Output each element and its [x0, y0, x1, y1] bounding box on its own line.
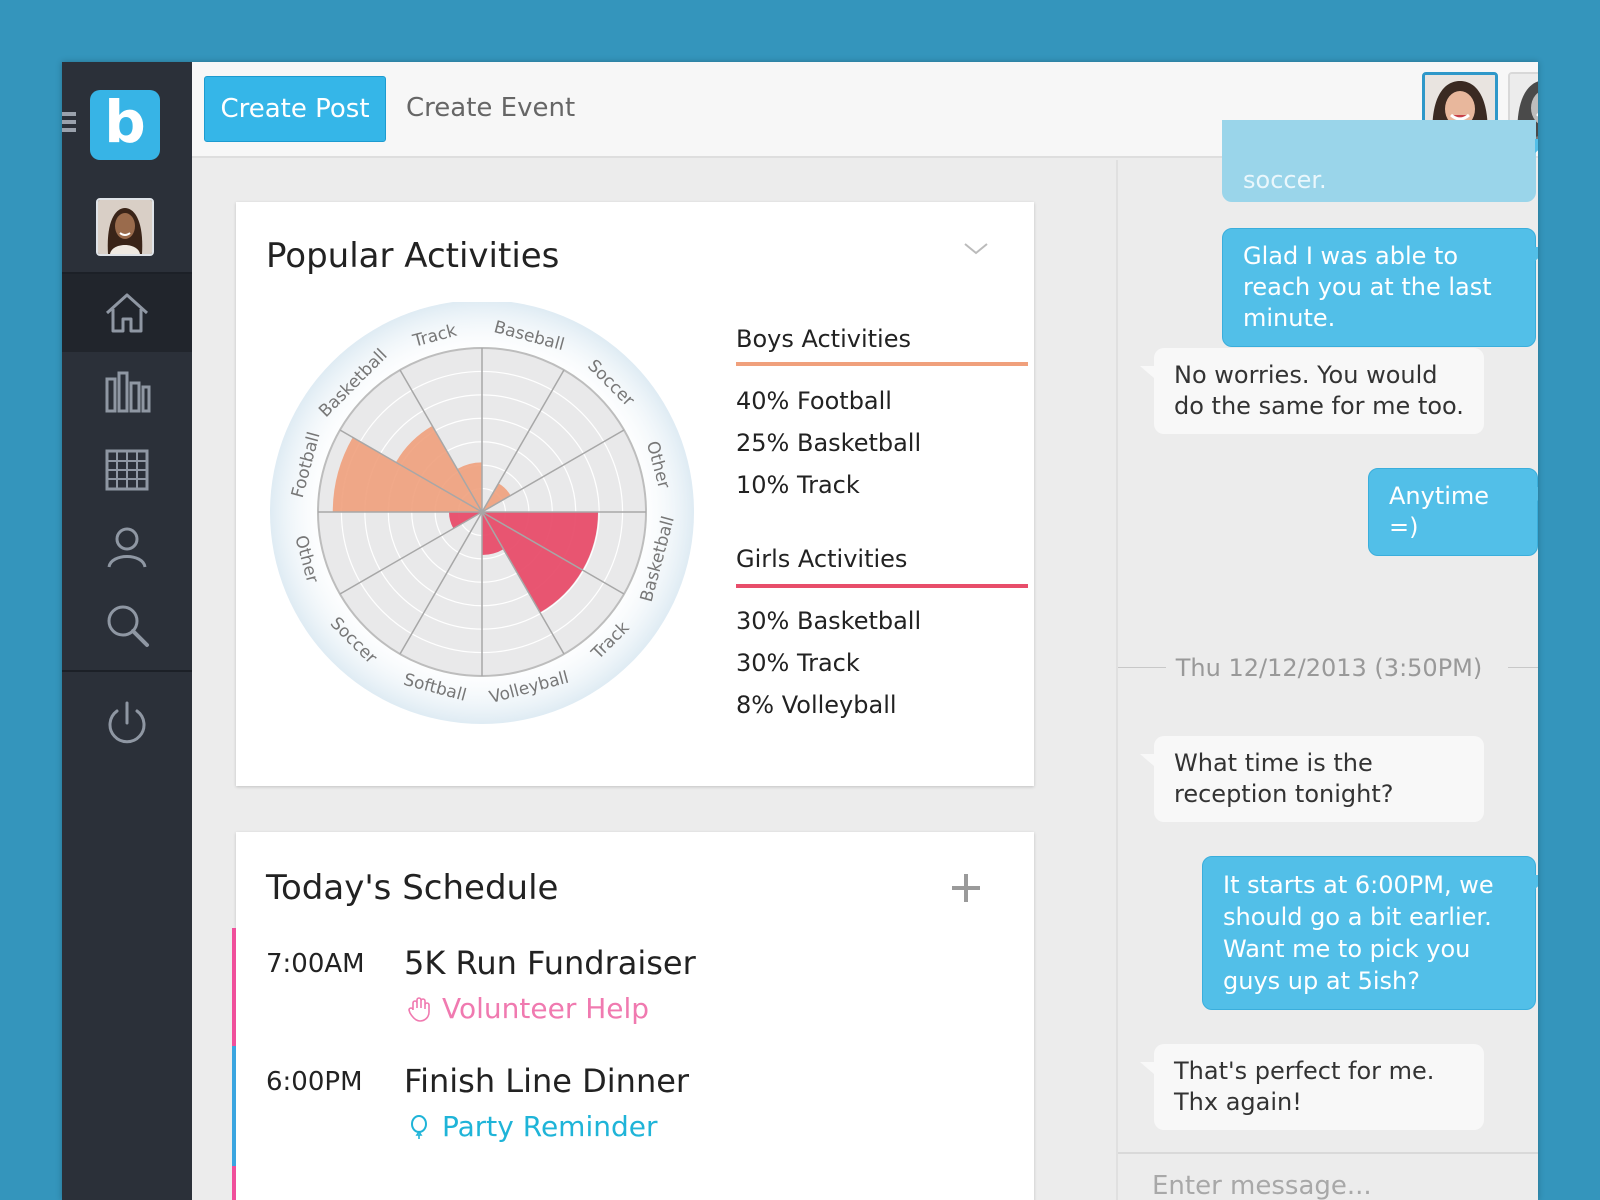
create-event-button[interactable]: Create Event: [406, 93, 576, 123]
event-tag[interactable]: Volunteer Help: [406, 992, 649, 1026]
girls-legend-heading: Girls Activities: [736, 545, 908, 573]
app-logo: b: [90, 90, 160, 160]
sidebar: b: [62, 62, 192, 1200]
chat-date-divider: Thu 12/12/2013 (3:50PM): [1118, 650, 1538, 686]
plus-icon[interactable]: [948, 870, 984, 906]
boys-wedge: [332, 437, 482, 512]
girls-legend-line: [736, 584, 1028, 588]
girls-legend-item: 8% Volleyball: [736, 691, 897, 719]
search-icon: [107, 605, 149, 647]
divider-line: [1118, 667, 1178, 668]
event-tag-label: Volunteer Help: [442, 992, 650, 1025]
top-bar: Create Post Create Event: [192, 62, 1538, 158]
power-icon: [108, 701, 146, 744]
nav-search[interactable]: [62, 586, 192, 664]
event-color-bar: [232, 1046, 236, 1166]
event-title[interactable]: 5K Run Fundraiser: [404, 944, 696, 982]
card-title: Today's Schedule: [266, 868, 559, 908]
nav-stats[interactable]: [62, 352, 192, 430]
chart-spoke: [481, 429, 625, 513]
popular-activities-card: Popular Activities Track Baseball Soccer Ot…: [236, 202, 1034, 786]
chat-message-outgoing: soccer.: [1222, 120, 1538, 202]
chat-panel: soccer. Glad I was able to reach you at …: [1116, 120, 1538, 1200]
boys-legend-item: 25% Basketball: [736, 429, 922, 457]
chart-spoke: [339, 511, 483, 595]
nav-profile[interactable]: [62, 508, 192, 586]
menu-icon[interactable]: [62, 112, 76, 136]
calendar-icon: [105, 449, 149, 491]
stats-icon: [105, 371, 151, 413]
message-composer: [1118, 1152, 1538, 1200]
chart-spoke: [399, 511, 483, 655]
polar-area-chart: Track BaseballSoccerOtherBasketballTrackV…: [270, 302, 694, 724]
event-tag[interactable]: Party Reminder: [406, 1110, 657, 1144]
boys-wedge: [482, 483, 511, 512]
todays-schedule-card: Today's Schedule 7:00AM 5K Run Fundraise…: [232, 832, 1034, 1200]
nav-logout[interactable]: [62, 684, 192, 762]
chart-spoke: [481, 511, 565, 655]
home-icon: [105, 293, 149, 333]
nav-calendar[interactable]: [62, 430, 192, 508]
girls-wedge: [482, 512, 583, 613]
chart-spoke: [481, 511, 625, 595]
boys-legend-item: 10% Track: [736, 471, 860, 499]
girls-legend-item: 30% Track: [736, 649, 860, 677]
chat-message-outgoing: Anytime =): [1368, 468, 1538, 556]
chart-spoke: [481, 369, 565, 513]
sidebar-divider: [62, 272, 192, 274]
girls-legend-item: 30% Basketball: [736, 607, 922, 635]
chat-message-outgoing: It starts at 6:00PM, we should go a bit …: [1202, 856, 1538, 1010]
profile-icon: [107, 527, 147, 568]
message-input[interactable]: [1152, 1166, 1512, 1200]
chat-message-outgoing: Glad I was able to reach you at the last…: [1222, 228, 1538, 347]
user-avatar[interactable]: [96, 198, 154, 256]
chart-spoke: [339, 429, 483, 513]
event-color-bar: [232, 1166, 236, 1200]
chart-spoke: [399, 369, 483, 513]
card-title: Popular Activities: [266, 236, 560, 276]
boys-wedge: [395, 425, 482, 512]
nav-home[interactable]: [62, 274, 192, 352]
balloon-icon: [411, 1115, 427, 1139]
hand-icon: [408, 997, 430, 1022]
event-color-bar: [232, 928, 236, 1046]
chat-message-incoming: What time is the reception tonight?: [1140, 736, 1484, 822]
boys-legend-line: [736, 362, 1028, 366]
boys-legend-item: 40% Football: [736, 387, 892, 415]
boys-wedge: [457, 462, 482, 512]
chevron-down-icon[interactable]: [962, 238, 990, 258]
divider-label: Thu 12/12/2013 (3:50PM): [1118, 650, 1538, 686]
event-time: 7:00AM: [266, 949, 365, 979]
event-tag-label: Party Reminder: [442, 1110, 658, 1143]
app-window: b: [62, 62, 1538, 1200]
sidebar-divider: [62, 670, 192, 672]
event-time: 6:00PM: [266, 1067, 363, 1097]
boys-legend-heading: Boys Activities: [736, 325, 911, 353]
divider-line: [1508, 667, 1538, 668]
create-post-button[interactable]: Create Post: [204, 76, 386, 142]
event-title[interactable]: Finish Line Dinner: [404, 1062, 690, 1100]
chat-message-incoming: That's perfect for me. Thx again!: [1140, 1044, 1484, 1130]
chat-message-incoming: No worries. You would do the same for me…: [1140, 348, 1484, 434]
girls-wedge: [482, 512, 599, 571]
